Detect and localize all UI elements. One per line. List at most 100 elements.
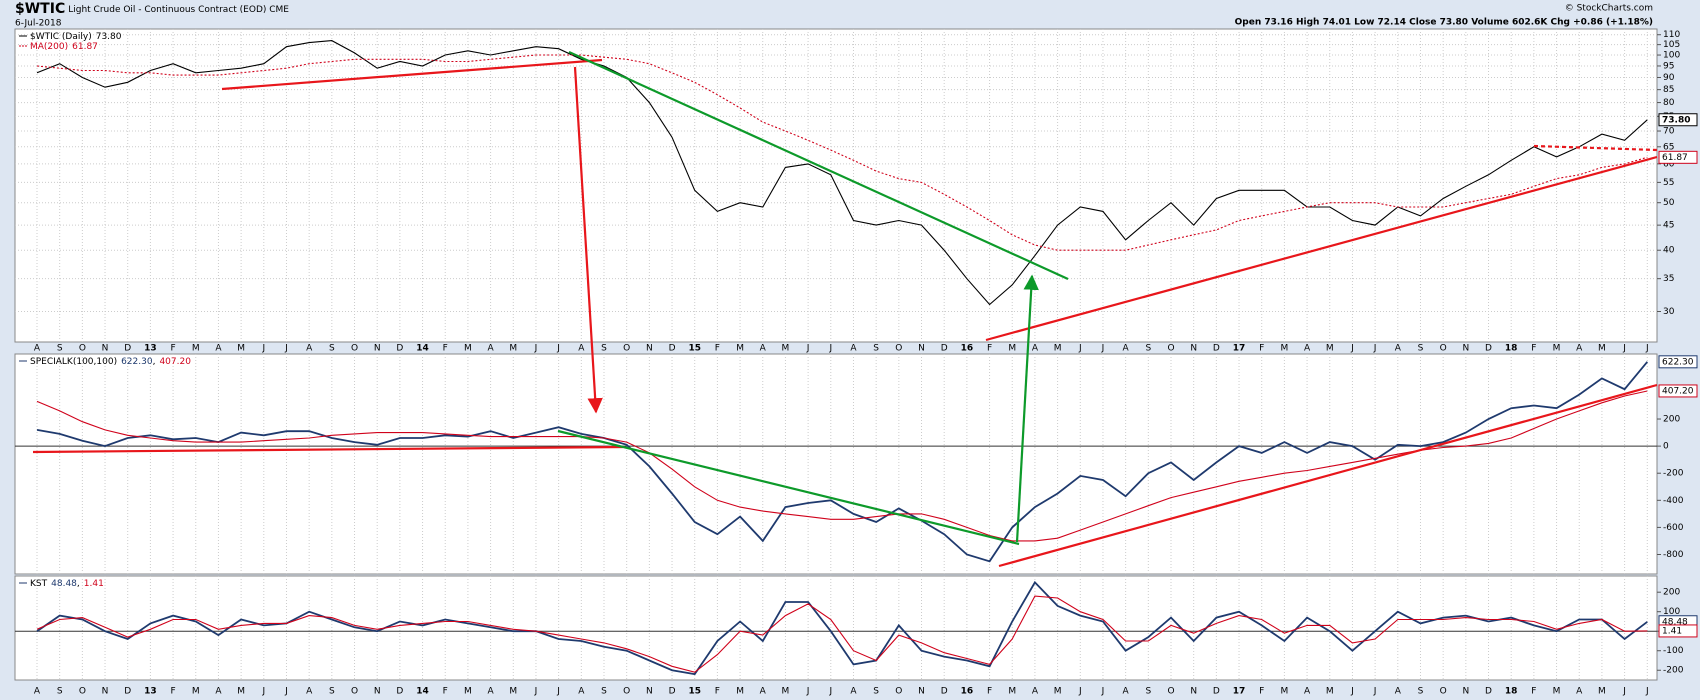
header-title: $WTIC Light Crude Oil - Continuous Contra… [15,1,289,17]
x-tick-label: 16 [961,344,974,354]
legend-sep: , [77,579,80,589]
x-tick-label: F [987,344,992,354]
x-tick-label: M [509,344,517,354]
trendline [557,429,1020,546]
y-tick-label: 30 [1663,307,1675,317]
x-tick-label: M [1598,687,1606,697]
x-tick-label: J [284,344,288,354]
x-tick-label: S [57,344,63,354]
x-tick-label: J [556,344,560,354]
legend-value: 48.48 [51,579,77,589]
x-tick-label: M [464,687,472,697]
x-tick-label: J [1373,687,1377,697]
x-tick-label: J [806,344,810,354]
x-tick-label: J [806,687,810,697]
value-box [1658,113,1698,127]
x-tick-label: J [1101,687,1105,697]
y-tick-label: -400 [1663,496,1684,506]
x-tick-label: M [1281,687,1289,697]
x-tick-label: J [556,687,560,697]
x-tick-label: A [1304,687,1311,697]
legend-entry: MA(200) 61.87 [30,42,98,52]
arrow [1015,274,1039,543]
value-box-label: 48.48 [1662,617,1688,627]
x-tick-label: D [941,344,948,354]
x-tick-label: S [873,687,879,697]
x-tick-label: A [1032,687,1039,697]
legend-name: $WTIC (Daily) [30,32,92,42]
x-tick-label: M [1598,344,1606,354]
x-tick-label: J [1350,687,1354,697]
x-tick-label: J [1645,687,1649,697]
x-tick-label: F [987,687,992,697]
value-box-label: 1.41 [1662,626,1682,636]
x-tick-label: O [895,687,902,697]
x-tick-label: M [1054,344,1062,354]
x-tick-label: M [1553,687,1561,697]
y-tick-label: -200 [1663,469,1684,479]
x-tick-label: M [782,344,790,354]
x-tick-label: M [464,344,472,354]
trendline [568,50,1069,281]
value-box-label: 61.87 [1662,153,1688,163]
y-tick-label: 200 [1663,588,1680,598]
y-tick-label: 80 [1663,98,1675,108]
x-tick-label: F [1531,687,1536,697]
y-tick-label: -600 [1663,523,1684,533]
trendlines [32,50,1658,568]
x-tick-label: J [534,687,538,697]
x-tick-label: F [1259,344,1264,354]
x-tick-label: O [895,344,902,354]
x-tick-label: 18 [1505,687,1518,697]
instrument-name: Light Crude Oil - Continuous Contract (E… [68,5,289,15]
x-tick-label: S [1418,344,1424,354]
y-tick-label: -800 [1663,550,1684,560]
x-tick-label: M [192,687,200,697]
x-tick-label: M [1281,344,1289,354]
trendline [985,155,1658,342]
legend-entry: KST 48.48, 1.41 [30,579,104,589]
x-tick-label: 17 [1233,687,1246,697]
x-tick-label: D [1485,687,1492,697]
y-tick-label: 45 [1663,221,1674,231]
x-tick-label: A [850,687,857,697]
x-tick-label: 17 [1233,344,1246,354]
y-tick-label: -200 [1663,666,1684,676]
x-tick-label: M [1008,687,1016,697]
x-tick-label: D [124,687,131,697]
series-line [36,390,1648,542]
x-tick-label: 13 [144,344,157,354]
x-tick-label: 18 [1505,344,1518,354]
x-tick-label: A [488,344,495,354]
x-tick-label: O [1167,344,1174,354]
y-tick-label: -100 [1663,646,1684,656]
legend-name: SPECIALK(100,100) [30,357,117,367]
x-tick-label: J [1622,687,1626,697]
value-box [1658,150,1698,164]
x-tick-label: A [1032,344,1039,354]
x-tick-label: M [1054,687,1062,697]
x-tick-label: J [261,687,265,697]
x-tick-label: N [918,687,925,697]
y-tick-label: 40 [1663,246,1675,256]
x-tick-label: J [1645,344,1649,354]
value-box [1658,355,1698,369]
x-tick-label: F [1259,687,1264,697]
x-tick-label: D [396,687,403,697]
x-tick-label: N [374,687,381,697]
x-tick-label: S [1145,687,1151,697]
x-tick-label: M [237,687,245,697]
x-tick-label: J [1078,687,1082,697]
x-tick-label: O [623,687,630,697]
x-tick-label: J [261,344,265,354]
trendline [221,58,603,91]
x-tick-label: N [646,344,653,354]
x-tick-label: M [736,687,744,697]
x-tick-label: F [715,344,720,354]
x-tick-label: S [329,687,335,697]
legend-value: 61.87 [72,42,98,52]
y-tick-label: 100 [1663,607,1680,617]
y-tick-label: 50 [1663,198,1675,208]
trendline [32,445,624,454]
x-tick-label: A [215,344,222,354]
